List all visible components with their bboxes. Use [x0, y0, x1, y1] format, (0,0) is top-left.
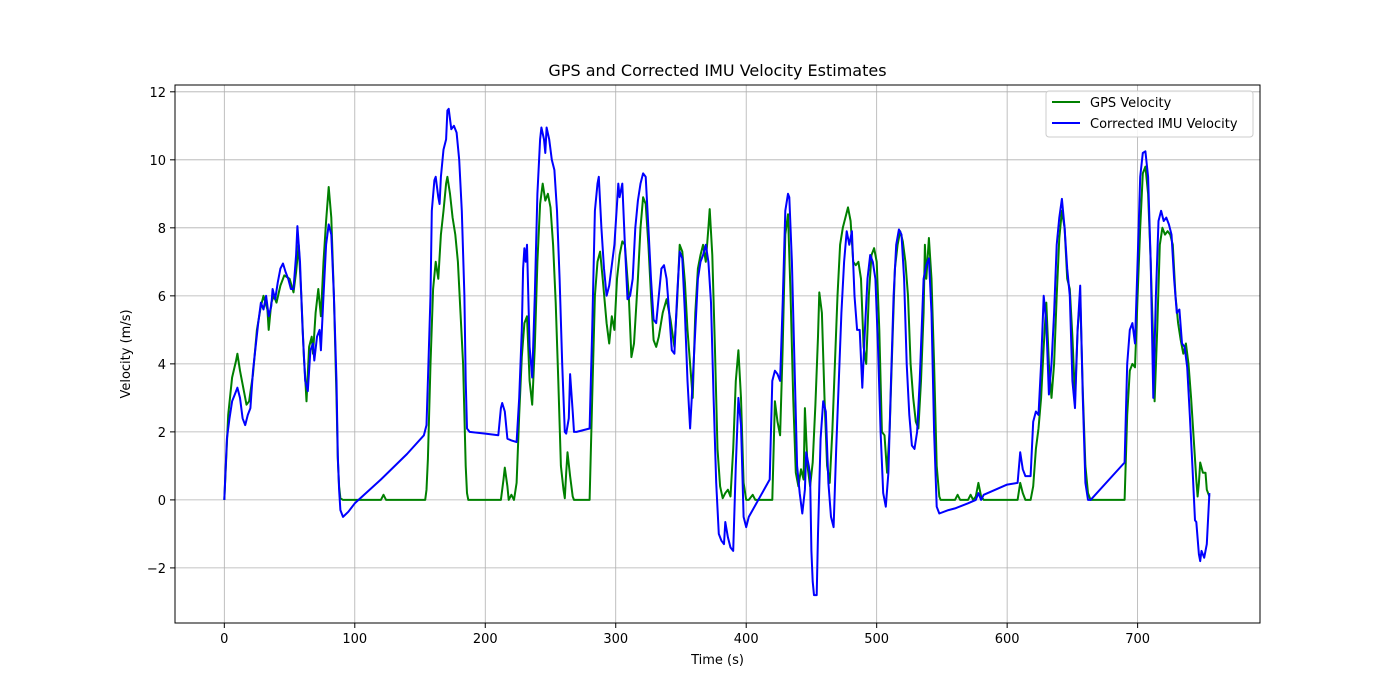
- y-tick-label: 6: [158, 290, 166, 305]
- y-axis-ticks: −2 0 2 4 6 8 10 12: [147, 86, 175, 577]
- x-axis-ticks: 0 100 200 300 400 500 600 700: [220, 623, 1150, 647]
- y-tick-label: 12: [149, 86, 166, 101]
- legend-label: GPS Velocity: [1090, 96, 1172, 111]
- y-tick-label: 0: [158, 494, 166, 509]
- legend: GPS Velocity Corrected IMU Velocity: [1045, 90, 1254, 138]
- legend-box: [1045, 90, 1254, 138]
- x-tick-label: 700: [1125, 632, 1150, 647]
- series-lines: [223, 107, 1211, 597]
- y-tick-label: 2: [158, 426, 166, 441]
- x-axis-label: Time (s): [690, 653, 744, 668]
- x-tick-label: 500: [864, 632, 889, 647]
- x-tick-label: 200: [473, 632, 498, 647]
- x-tick-label: 400: [734, 632, 759, 647]
- x-tick-label: 100: [342, 632, 367, 647]
- x-tick-label: 0: [220, 632, 228, 647]
- x-tick-label: 300: [603, 632, 628, 647]
- y-axis-label: Velocity (m/s): [119, 309, 134, 398]
- x-tick-label: 600: [995, 632, 1020, 647]
- plot-area-frame: [174, 84, 1261, 624]
- series-line-gps-velocity: [223, 165, 1211, 501]
- y-tick-label: 4: [158, 358, 166, 373]
- y-tick-label: 8: [158, 222, 166, 237]
- legend-label: Corrected IMU Velocity: [1090, 117, 1238, 132]
- y-tick-label: 10: [149, 154, 166, 169]
- series-line-corrected-imu-velocity: [223, 107, 1211, 597]
- y-tick-label: −2: [147, 562, 166, 577]
- chart-title: GPS and Corrected IMU Velocity Estimates: [548, 61, 886, 80]
